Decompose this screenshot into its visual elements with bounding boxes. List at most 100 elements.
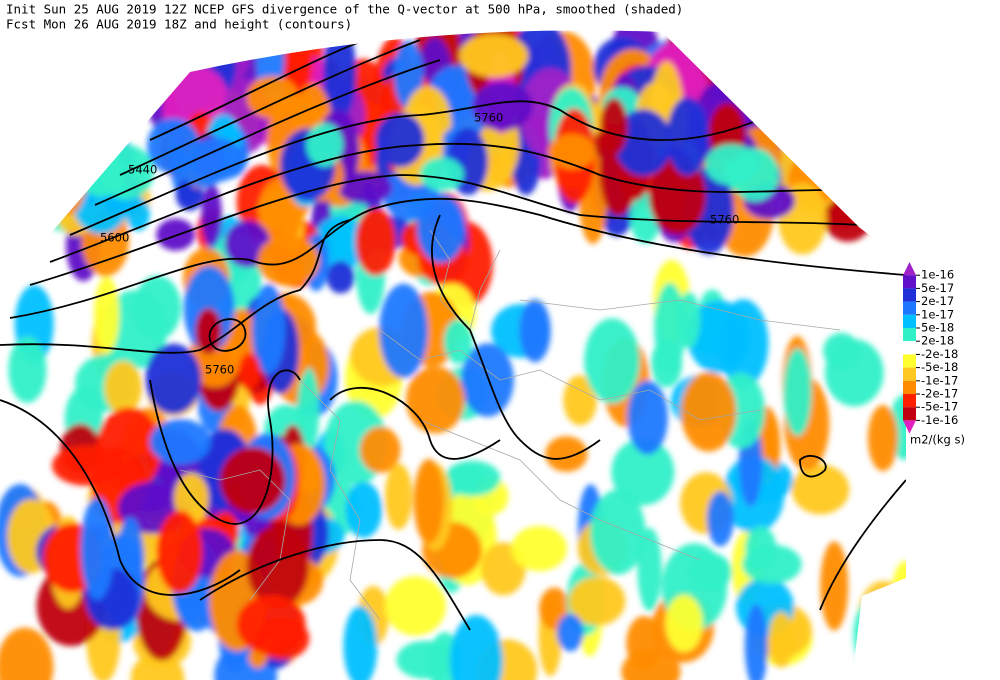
shade-blob: [611, 438, 675, 506]
shade-blob: [677, 291, 701, 349]
colorbar-label: 5e-18: [921, 321, 954, 335]
shade-blob: [219, 447, 286, 514]
shade-blob: [904, 646, 906, 680]
colorbar-label: -5e-18: [921, 360, 958, 374]
shade-blob: [826, 30, 860, 76]
shade-blob: [807, 93, 880, 200]
shade-blob: [49, 128, 88, 216]
shade-blob: [590, 489, 646, 575]
shade-blob: [459, 34, 529, 78]
colorbar-label: 1e-17: [921, 307, 954, 321]
shade-blob: [238, 352, 261, 391]
shade-blob: [706, 491, 734, 547]
shade-blob: [744, 526, 777, 571]
shade-blob: [665, 594, 703, 653]
shade-blob: [257, 235, 320, 287]
shade-blob: [195, 308, 222, 355]
shade-blob: [461, 343, 514, 417]
shade-blob: [359, 426, 401, 474]
shade-blob: [867, 57, 906, 138]
shade-blob: [800, 83, 857, 170]
shade-blob: [889, 560, 906, 656]
colorbar-swatch: [903, 380, 916, 394]
shade-blob: [449, 614, 503, 680]
shade-blob: [751, 68, 789, 116]
shade-blob: [812, 96, 879, 170]
shade-blob: [784, 87, 850, 149]
shade-blob: [405, 366, 465, 434]
colorbar: 1e-165e-172e-171e-175e-182e-18-2e-18-5e-…: [903, 262, 958, 434]
shade-blob: [820, 541, 849, 631]
shade-blob: [545, 436, 588, 472]
shade-blob: [858, 622, 882, 680]
shade-blob: [826, 80, 885, 137]
shade-blob: [77, 128, 118, 168]
shade-blob: [189, 137, 244, 182]
shade-blob: [843, 75, 902, 176]
contour-label: 5760: [710, 213, 739, 227]
shade-blob: [416, 193, 466, 264]
shade-blob: [764, 47, 806, 99]
shade-blob: [443, 319, 473, 364]
shade-blob: [718, 30, 792, 103]
shade-blob: [133, 275, 182, 340]
shade-blob: [413, 458, 445, 544]
shade-blob: [699, 30, 740, 87]
colorbar-swatch: [903, 275, 916, 289]
shade-blob: [345, 481, 383, 538]
shade-blob: [93, 276, 120, 354]
shade-blob: [343, 605, 378, 680]
shade-blob: [830, 72, 863, 130]
colorbar-label: 1e-16: [921, 268, 954, 282]
shade-blob: [251, 284, 286, 375]
colorbar-cap: [903, 420, 916, 434]
shade-blob: [798, 33, 850, 76]
shade-blob: [419, 157, 464, 192]
shade-blob: [820, 82, 878, 142]
shade-blob: [104, 360, 143, 415]
colorbar-swatch: [903, 314, 916, 328]
colorbar-label: -2e-17: [921, 387, 958, 401]
shade-blob: [384, 463, 413, 530]
shade-blob: [764, 30, 807, 94]
shade-blob: [8, 336, 47, 403]
shade-blob: [865, 36, 906, 149]
shade-blob: [827, 97, 861, 177]
colorbar-label: -5e-17: [921, 400, 958, 414]
shade-blob: [730, 148, 779, 202]
height-contours: [0, 34, 906, 631]
colorbar-label: 2e-17: [921, 294, 954, 308]
header-line: Fcst Mon 26 AUG 2019 18Z and height (con…: [6, 17, 352, 32]
shade-blob: [654, 282, 686, 374]
shade-blob: [201, 183, 222, 247]
coastlines: [179, 229, 841, 621]
colorbar-swatch: [903, 328, 916, 342]
colorbar-swatch: [903, 354, 916, 368]
shade-blob: [786, 83, 833, 151]
shade-blob: [666, 96, 709, 176]
shade-blob: [824, 339, 884, 407]
shade-blob: [326, 261, 355, 294]
colorbar-label: -2e-18: [921, 347, 958, 361]
shade-blob: [796, 81, 843, 142]
shade-blob: [556, 613, 584, 652]
shade-blob: [688, 552, 733, 592]
shade-blob: [680, 372, 737, 452]
shade-blob: [384, 576, 447, 636]
shade-blob: [819, 113, 896, 176]
shade-blob: [584, 318, 640, 404]
shade-blob: [297, 367, 320, 454]
colorbar-swatch: [903, 288, 916, 302]
shade-blob: [0, 627, 54, 680]
colorbar-swatch: [903, 301, 916, 315]
shade-blob: [722, 30, 797, 92]
shaded-field: [0, 30, 906, 680]
shade-blob: [375, 112, 425, 168]
shade-blob: [768, 612, 795, 668]
contour-labels: 5440 5600 5760 5760 5760: [100, 111, 739, 377]
shade-blob: [227, 308, 256, 368]
shade-blob: [156, 218, 195, 251]
shade-blob: [807, 70, 868, 136]
header-line: Init Sun 25 AUG 2019 12Z NCEP GFS diverg…: [6, 2, 683, 17]
shade-blob: [687, 300, 751, 374]
